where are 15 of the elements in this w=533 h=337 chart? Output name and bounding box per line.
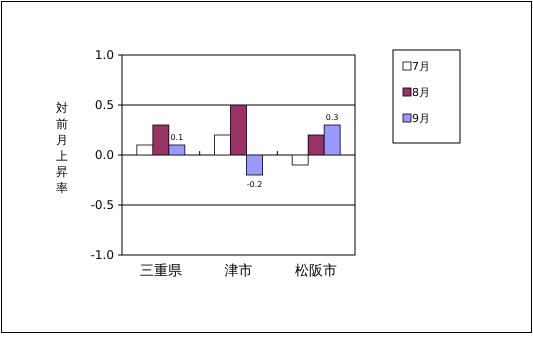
legend-label: 7月 [412, 60, 430, 73]
y-axis-title: 対前月上昇率 [56, 101, 68, 195]
y-tick-label: -1.0 [90, 248, 114, 262]
y-tick-label: -0.5 [90, 198, 114, 212]
data-label: 0.1 [170, 133, 184, 142]
x-tick-label: 三重県 [140, 263, 182, 279]
y-tick-label: 1.0 [94, 48, 114, 62]
y-tick-label: 0.0 [94, 148, 114, 162]
data-label: 0.3 [326, 113, 339, 122]
data-label: -0.2 [246, 180, 262, 189]
x-tick-label: 津市 [224, 263, 252, 279]
legend-label: 8月 [412, 86, 430, 99]
legend-label: 9月 [412, 112, 430, 125]
x-tick-label: 松阪市 [295, 263, 338, 279]
y-tick-label: 0.5 [94, 98, 114, 112]
